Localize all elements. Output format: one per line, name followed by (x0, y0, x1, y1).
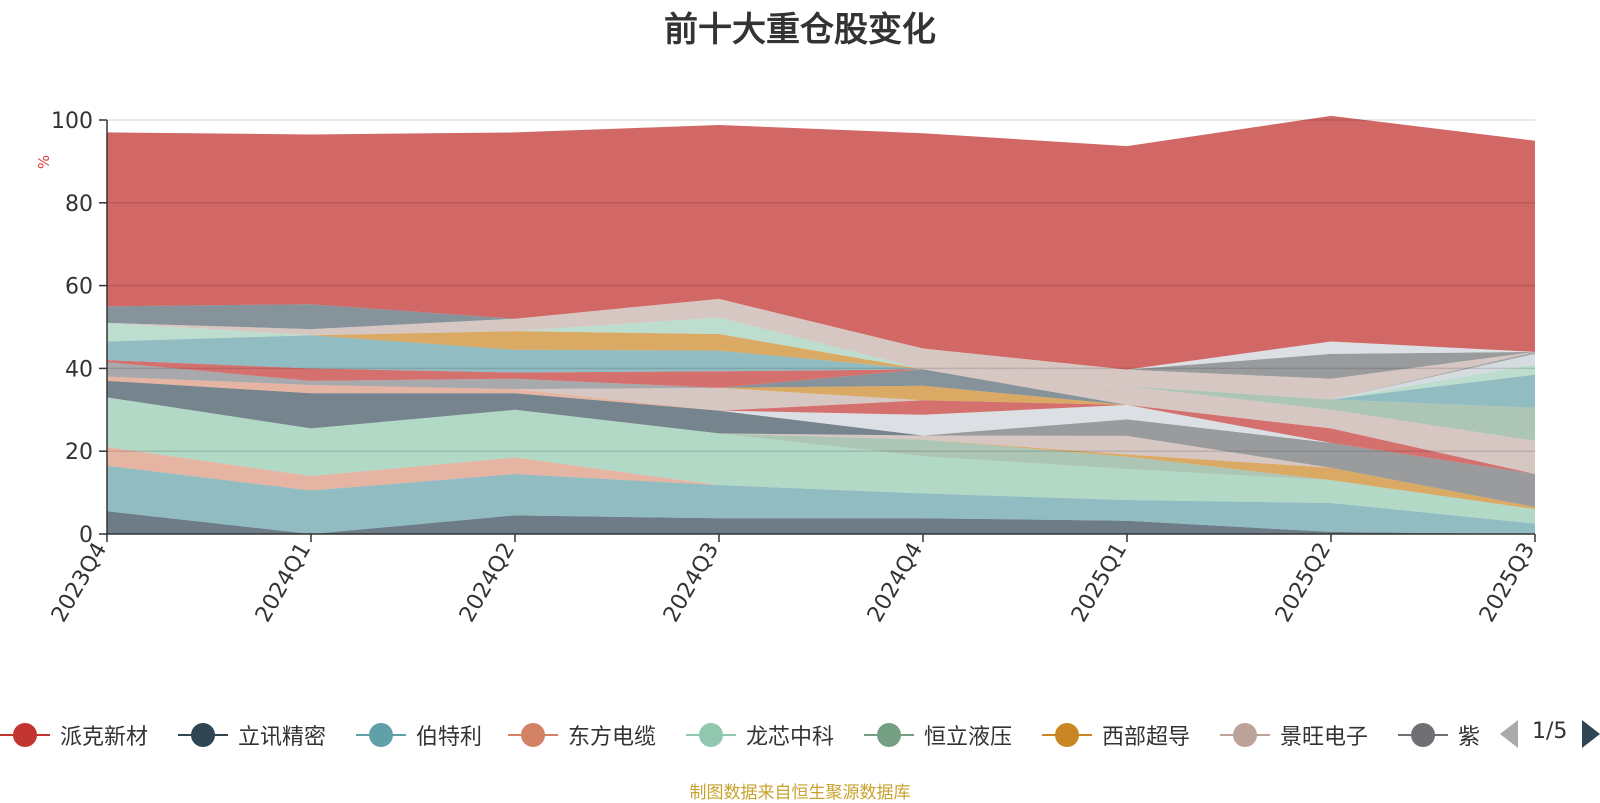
legend: 派克新材 立讯精密 伯特利 东方电缆 龙芯中科 恒立液压 西部超导 景旺电子 紫 (0, 715, 1485, 755)
legend-label: 东方电缆 (568, 725, 657, 750)
legend-marker-icon (369, 723, 393, 747)
source-note: 制图数据来自恒生聚源数据库 (689, 783, 911, 803)
legend-pager: 1/5 (1500, 715, 1600, 755)
legend-page-indicator: 1/5 (1532, 719, 1568, 744)
y-tick-label: 20 (65, 440, 93, 465)
legend-label: 景旺电子 (1280, 725, 1369, 750)
series-area-4 (107, 397, 1535, 524)
legend-marker-icon (1411, 723, 1435, 747)
legend-label: 派克新材 (60, 725, 149, 750)
x-tick-label: 2025Q1 (1067, 539, 1132, 627)
x-tick-label: 2024Q3 (659, 539, 724, 627)
legend-label: 恒立液压 (924, 725, 1013, 750)
series-area-28 (107, 298, 1535, 400)
legend-marker-icon (699, 723, 723, 747)
y-tick-label: 80 (65, 192, 93, 217)
triangle-right-icon[interactable] (1582, 720, 1600, 748)
series-area-29 (107, 298, 1535, 379)
legend-label: 西部超导 (1102, 725, 1191, 750)
legend-marker-icon (521, 723, 545, 747)
legend-label: 立讯精密 (238, 725, 327, 750)
series-area-2 (107, 465, 1535, 534)
y-axis-label: % (35, 155, 53, 169)
series-layer (107, 115, 1535, 534)
series-area-1 (107, 511, 1535, 534)
y-tick-label: 60 (65, 275, 93, 300)
grid-layer (107, 119, 1535, 452)
legend-marker-icon (877, 723, 901, 747)
series-area-24 (107, 335, 1535, 400)
series-area-13 (107, 376, 1535, 474)
series-area-11 (107, 380, 1535, 474)
chart-title: 前十大重仓股变化 (664, 10, 936, 50)
series-area-9 (107, 380, 1535, 474)
y-tick-label: 100 (51, 109, 93, 134)
legend-marker-icon (1233, 723, 1257, 747)
series-area-32 (107, 115, 1535, 370)
x-tick-label: 2024Q4 (863, 539, 928, 627)
legend-label: 龙芯中科 (746, 725, 835, 750)
x-tick-label: 2024Q1 (251, 539, 316, 627)
x-tick-label: 2025Q2 (1271, 539, 1336, 627)
y-tick-label: 40 (65, 357, 93, 382)
series-area-3 (107, 447, 1535, 524)
x-tick-label: 2024Q2 (455, 539, 520, 627)
series-area-16 (107, 369, 1535, 474)
series-area-22 (107, 351, 1535, 400)
triangle-left-icon[interactable] (1500, 720, 1518, 748)
legend-label: 伯特利 (416, 725, 483, 750)
series-area-27 (107, 298, 1535, 400)
series-area-8 (107, 397, 1535, 508)
series-area-23 (107, 351, 1535, 400)
legend-label: 紫 (1458, 725, 1481, 750)
legend-marker-icon (191, 723, 215, 747)
legend-marker-icon (13, 723, 37, 747)
series-area-12 (107, 376, 1535, 474)
legend-marker-icon (1055, 723, 1079, 747)
x-tick-label: 2025Q3 (1475, 539, 1540, 627)
x-tick-label: 2023Q4 (47, 539, 112, 627)
y-tick-label: 0 (79, 523, 93, 548)
